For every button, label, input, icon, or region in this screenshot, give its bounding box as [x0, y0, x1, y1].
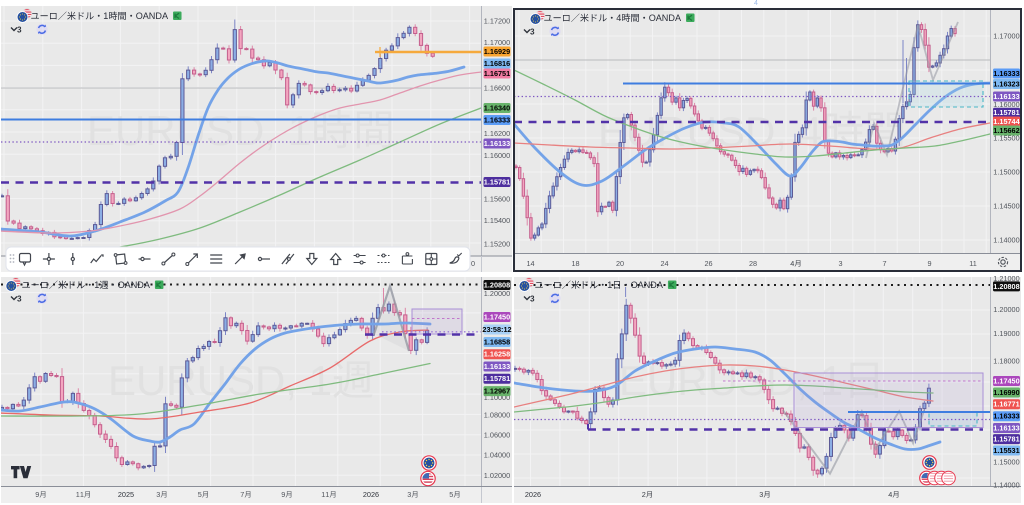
svg-text:1.16929: 1.16929 — [484, 47, 510, 56]
svg-text:5: 5 — [198, 490, 202, 499]
svg-text:OANDA: OANDA — [118, 280, 151, 290]
svg-text:1.20808: 1.20808 — [484, 280, 510, 289]
svg-text:1.15781: 1.15781 — [993, 435, 1019, 444]
svg-text:1.14000: 1.14000 — [993, 481, 1019, 490]
svg-text:3: 3 — [530, 28, 535, 37]
svg-text:5: 5 — [449, 490, 453, 499]
svg-text:1.15781: 1.15781 — [993, 108, 1019, 117]
svg-text:1.21000: 1.21000 — [993, 274, 1019, 283]
svg-text:24: 24 — [660, 259, 668, 268]
svg-text:1.16000: 1.16000 — [993, 100, 1019, 109]
svg-text:1.17450: 1.17450 — [484, 312, 510, 321]
svg-text:1.16133: 1.16133 — [993, 423, 1019, 432]
svg-text:3: 3 — [156, 490, 160, 499]
svg-text:1.17200: 1.17200 — [484, 17, 510, 26]
svg-text:1: 1 — [607, 280, 612, 290]
svg-text:OANDA: OANDA — [649, 13, 682, 23]
svg-text:1.20808: 1.20808 — [993, 282, 1019, 291]
svg-text:1.20000: 1.20000 — [993, 305, 1019, 314]
svg-text:1: 1 — [103, 11, 108, 21]
svg-text:OANDA: OANDA — [631, 280, 664, 290]
svg-text:1.16600: 1.16600 — [484, 84, 510, 93]
svg-text:11: 11 — [76, 490, 84, 499]
svg-text:7: 7 — [240, 490, 244, 499]
svg-text:1.16990: 1.16990 — [993, 388, 1019, 397]
svg-text:2026: 2026 — [363, 490, 379, 499]
svg-text:1.16333: 1.16333 — [993, 69, 1019, 78]
svg-text:1: 1 — [94, 280, 99, 290]
svg-text:1.16258: 1.16258 — [484, 350, 510, 359]
svg-text:4: 4 — [790, 259, 794, 268]
svg-text:1.19000: 1.19000 — [993, 329, 1019, 338]
svg-text:1.15531: 1.15531 — [993, 446, 1019, 455]
svg-text:1.16000: 1.16000 — [484, 151, 510, 160]
svg-text:2026: 2026 — [525, 490, 541, 499]
svg-text:23:58:12: 23:58:12 — [482, 325, 511, 334]
svg-text:1.15000: 1.15000 — [993, 168, 1019, 177]
svg-text:0: 0 — [471, 259, 475, 268]
svg-text:3: 3 — [838, 259, 842, 268]
svg-text:1.16133: 1.16133 — [993, 92, 1019, 101]
svg-text:7: 7 — [882, 259, 886, 268]
svg-text:1.02000: 1.02000 — [484, 471, 510, 480]
svg-text:1.18000: 1.18000 — [993, 357, 1019, 366]
svg-text:1.15500: 1.15500 — [993, 134, 1019, 143]
svg-text:1.16333: 1.16333 — [484, 115, 510, 124]
svg-text:14: 14 — [526, 259, 534, 268]
svg-text:1.16751: 1.16751 — [484, 69, 510, 78]
svg-text:20: 20 — [616, 259, 624, 268]
svg-text:1.15781: 1.15781 — [484, 177, 510, 186]
svg-text:1.10000: 1.10000 — [484, 393, 510, 402]
svg-text:1.16323: 1.16323 — [993, 79, 1019, 88]
svg-text:9: 9 — [35, 490, 39, 499]
svg-text:1.15662: 1.15662 — [993, 126, 1019, 135]
svg-text:9: 9 — [927, 259, 931, 268]
svg-text:1.06000: 1.06000 — [484, 430, 510, 439]
svg-text:1.17000: 1.17000 — [484, 38, 510, 47]
svg-text:1.17000: 1.17000 — [993, 32, 1019, 41]
svg-text:1.15200: 1.15200 — [484, 240, 510, 249]
svg-text:1.14000: 1.14000 — [993, 236, 1019, 245]
svg-text:1.14500: 1.14500 — [993, 202, 1019, 211]
svg-text:11: 11 — [321, 490, 329, 499]
svg-text:1.15000: 1.15000 — [993, 458, 1019, 467]
svg-text:1.17450: 1.17450 — [993, 376, 1019, 385]
svg-text:1.16771: 1.16771 — [993, 400, 1019, 409]
svg-text:1.16340: 1.16340 — [484, 103, 510, 112]
svg-text:4: 4 — [616, 13, 621, 23]
svg-text:1.15781: 1.15781 — [484, 374, 510, 383]
svg-text:1.08000: 1.08000 — [484, 410, 510, 419]
svg-text:9: 9 — [281, 490, 285, 499]
svg-text:1.16133: 1.16133 — [484, 362, 510, 371]
svg-text:1.20000: 1.20000 — [484, 289, 510, 298]
svg-text:28: 28 — [749, 259, 757, 268]
svg-text:4: 4 — [888, 490, 892, 499]
svg-text:2025: 2025 — [118, 490, 134, 499]
svg-text:1.16333: 1.16333 — [993, 412, 1019, 421]
svg-text:3: 3 — [530, 295, 535, 304]
svg-text:1.15744: 1.15744 — [993, 117, 1020, 126]
svg-text:EURUSD,1: EURUSD,1 — [108, 357, 332, 404]
svg-text:3: 3 — [759, 490, 763, 499]
svg-text:3: 3 — [17, 295, 22, 304]
svg-text:3: 3 — [17, 26, 22, 35]
svg-text:3: 3 — [407, 490, 411, 499]
svg-text:4: 4 — [754, 0, 758, 7]
svg-text:1.04000: 1.04000 — [484, 451, 510, 460]
svg-text:1.16200: 1.16200 — [484, 129, 510, 138]
svg-text:1.15600: 1.15600 — [484, 195, 510, 204]
svg-text:1.16816: 1.16816 — [484, 59, 510, 68]
svg-text:1.12967: 1.12967 — [484, 387, 510, 396]
svg-text:1.15400: 1.15400 — [484, 216, 510, 225]
svg-text:2: 2 — [642, 490, 646, 499]
svg-text:18: 18 — [571, 259, 579, 268]
svg-text:1.16133: 1.16133 — [484, 139, 510, 148]
svg-text:26: 26 — [704, 259, 712, 268]
svg-text:11: 11 — [969, 259, 977, 268]
svg-text:OANDA: OANDA — [136, 11, 169, 21]
svg-text:1.16858: 1.16858 — [484, 337, 510, 346]
